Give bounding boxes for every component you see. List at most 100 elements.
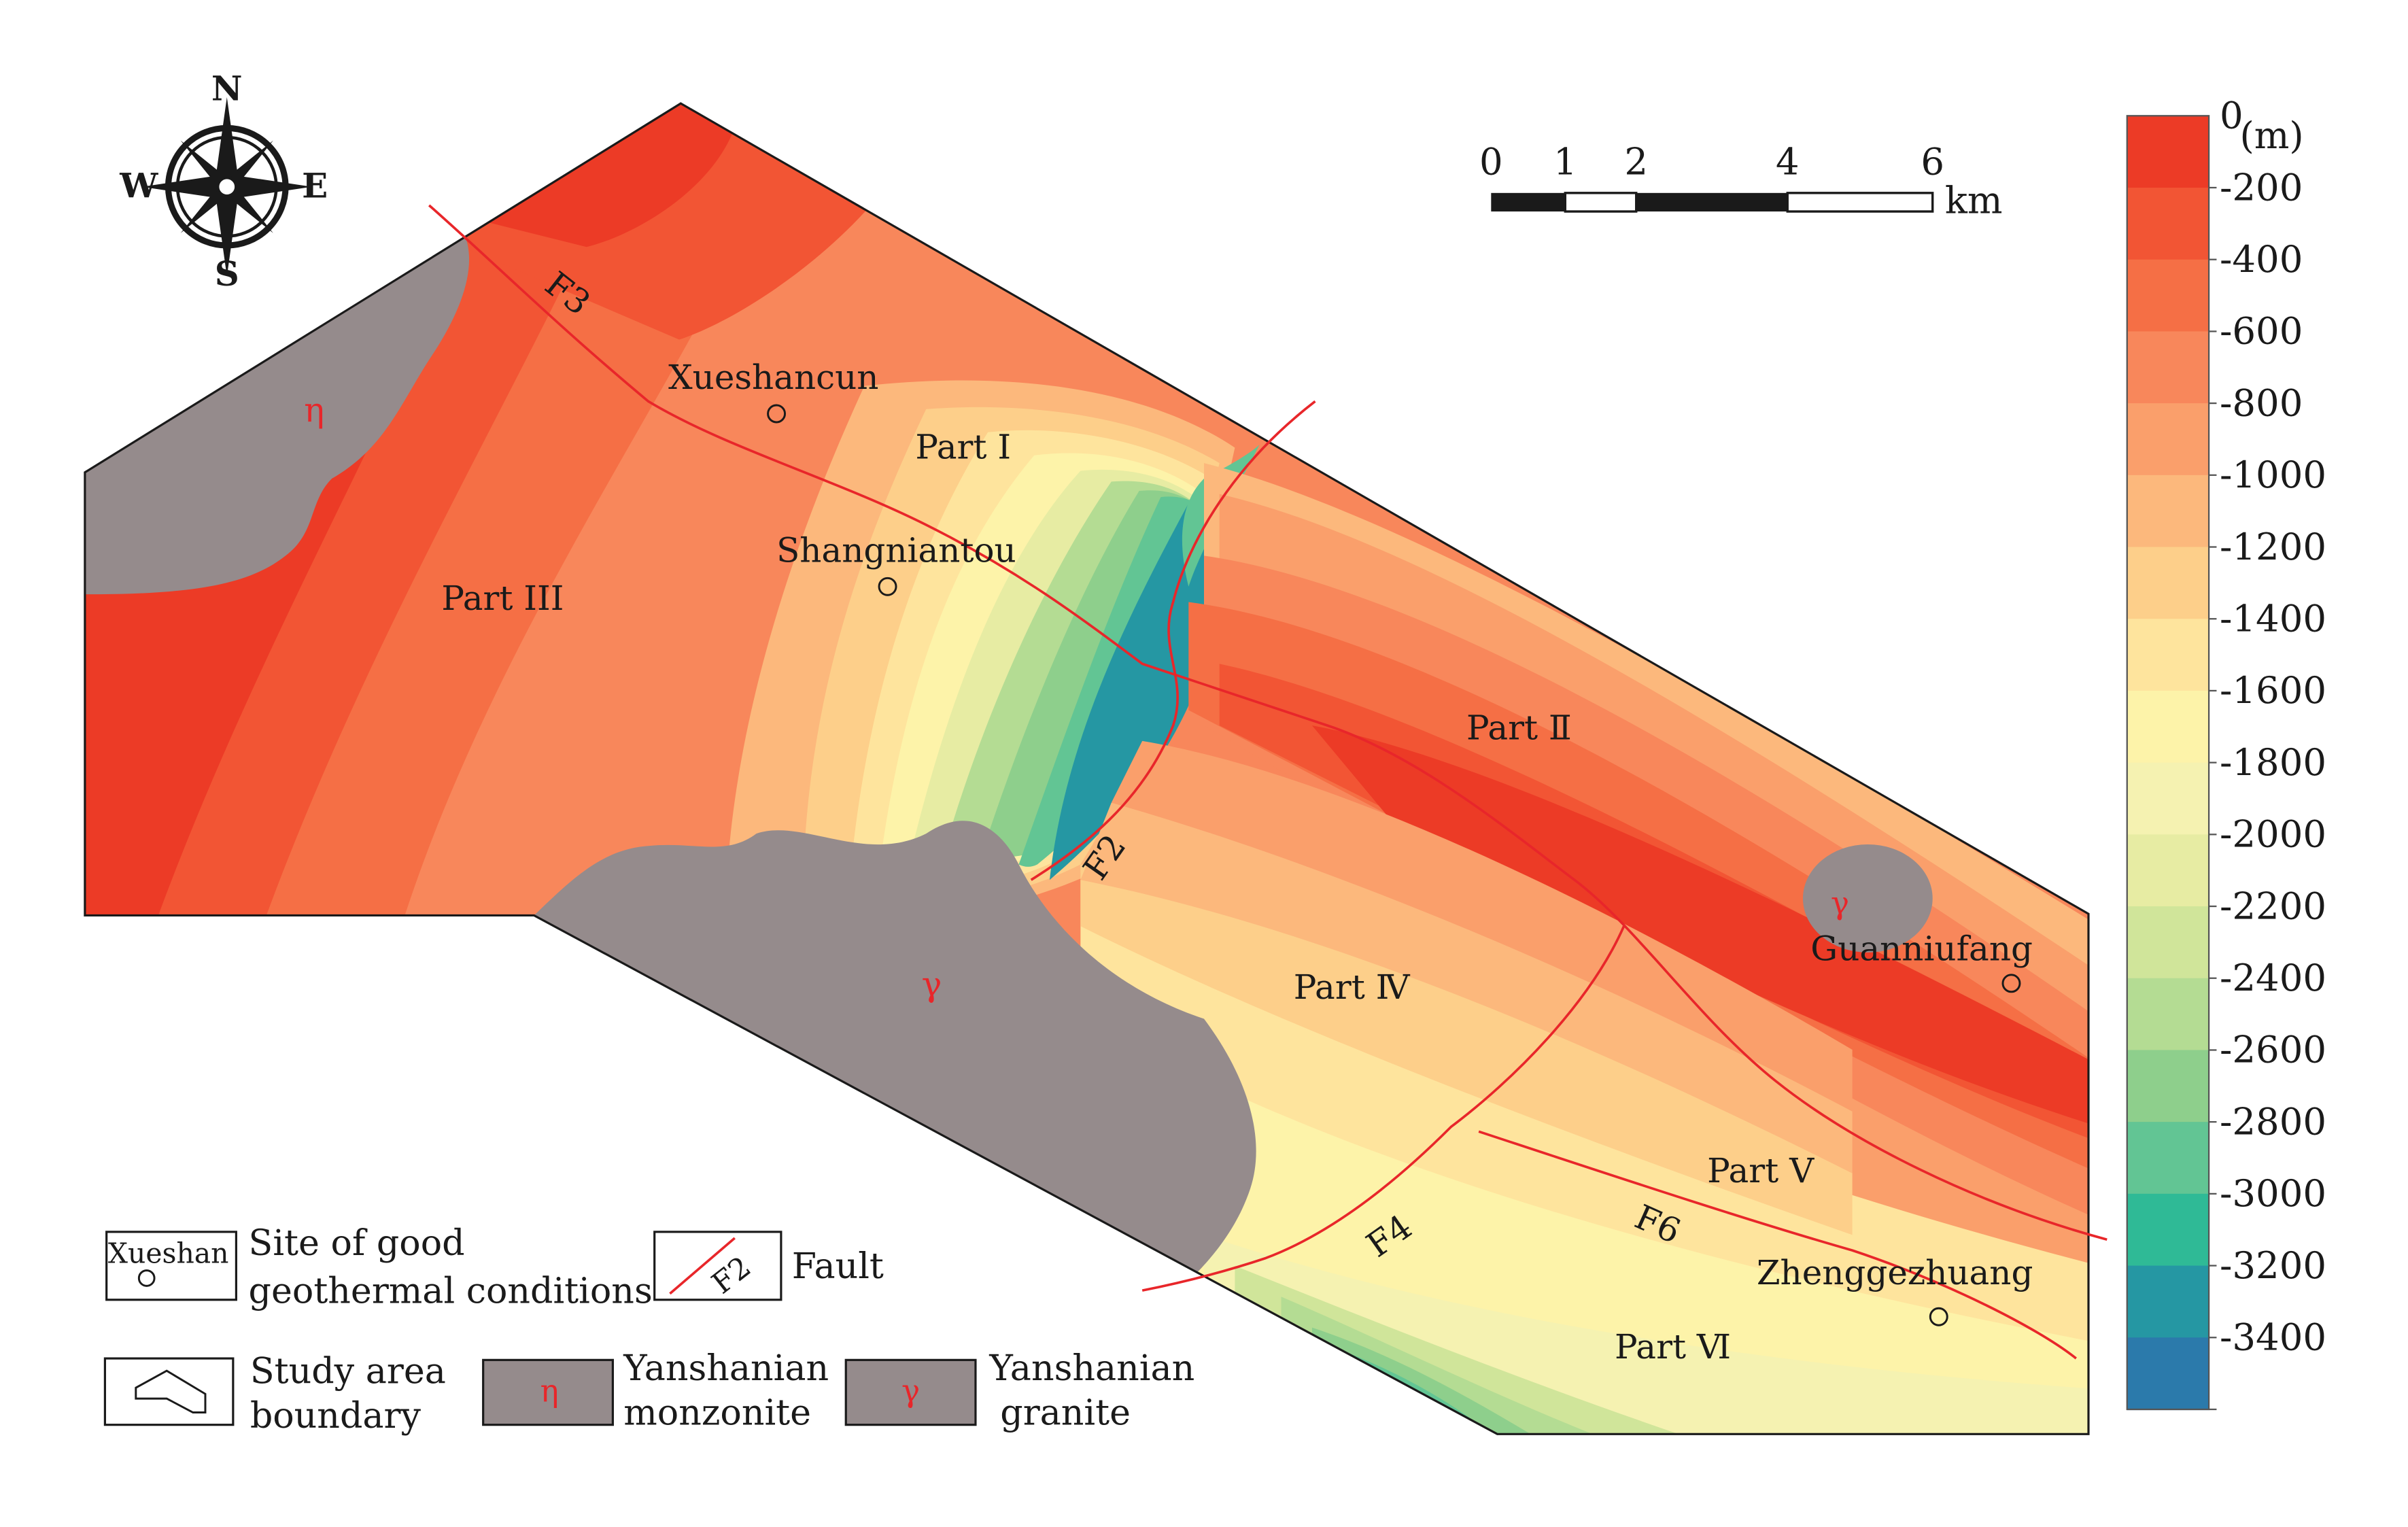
legend-fault: F2 Fault <box>653 1231 884 1301</box>
colorbar-swatch <box>2127 1265 2209 1339</box>
part-6-label: Part Ⅵ <box>1615 1327 1731 1367</box>
compass-s: S <box>215 254 239 294</box>
scale-tick-2: 2 <box>1624 140 1648 184</box>
colorbar-swatch <box>2127 1193 2209 1267</box>
scale-tick-4: 4 <box>1776 140 1800 184</box>
colorbar-swatch <box>2127 906 2209 979</box>
colorbar-label: -1200 <box>2220 525 2326 568</box>
zhenggezhuang-marker <box>1929 1307 1948 1326</box>
colorbar-label: -2400 <box>2220 956 2326 999</box>
legend-monzonite: η Yanshanian monzonite <box>482 1348 829 1434</box>
place-guanniufang: Guanniufang <box>1810 929 2033 968</box>
colorbar-swatch <box>2127 403 2209 476</box>
colorbar-label: -3200 <box>2220 1243 2326 1287</box>
part-2-label: Part Ⅱ <box>1466 708 1572 748</box>
compass-n: N <box>211 69 243 109</box>
fault-f6-line <box>1478 1130 2077 1360</box>
colorbar-label: -400 <box>2220 237 2303 281</box>
colorbar-swatch <box>2127 978 2209 1051</box>
colorbar-swatch <box>2127 762 2209 836</box>
part-4-label: Part Ⅳ <box>1294 967 1411 1007</box>
colorbar-swatch <box>2127 331 2209 405</box>
colorbar-swatch <box>2127 619 2209 692</box>
legend: Xueshan Site of good geothermal conditio… <box>103 1223 1194 1437</box>
legend-site: Xueshan Site of good geothermal conditio… <box>105 1223 653 1311</box>
legend-monzonite-line1: Yanshanian <box>623 1348 829 1389</box>
colorbar-label: -1400 <box>2220 597 2326 640</box>
colorbar-label: -3000 <box>2220 1171 2326 1215</box>
colorbar-swatch <box>2127 259 2209 332</box>
scale-tick-0: 0 <box>1479 140 1503 184</box>
shangniantou-marker <box>878 577 897 596</box>
colorbar-label: -2800 <box>2220 1099 2326 1143</box>
legend-fault-label: Fault <box>792 1246 884 1287</box>
part-1-label: Part Ⅰ <box>915 427 1011 466</box>
colorbar-label: -1800 <box>2220 740 2326 784</box>
legend-monzonite-line2: monzonite <box>623 1393 811 1434</box>
compass-w: W <box>119 166 158 206</box>
place-markers <box>767 404 2021 1326</box>
colorbar-swatch <box>2127 116 2209 189</box>
monzonite-symbol-on-map: η <box>304 390 324 430</box>
colorbar-swatch <box>2127 1337 2209 1411</box>
colorbar-unit: (m) <box>2240 114 2304 157</box>
fault-f2-line <box>1030 400 1316 881</box>
fault-f4-line <box>1141 925 1626 1292</box>
legend-boundary: Study area boundary <box>103 1351 446 1437</box>
legend-granite-symbol: γ <box>901 1373 920 1409</box>
fault-lines <box>428 204 2108 1360</box>
place-zhenggezhuang: Zhenggezhuang <box>1757 1253 2033 1292</box>
colorbar-swatch <box>2127 475 2209 548</box>
colorbar-label: 0 <box>2220 94 2243 137</box>
legend-granite: γ Yanshanian granite <box>844 1348 1194 1434</box>
study-area-boundary <box>84 102 2090 1435</box>
granite-body-east <box>1802 844 1933 953</box>
colorbar-label: -2000 <box>2220 812 2326 856</box>
legend-boundary-shape-icon <box>135 1369 207 1413</box>
colorbar-swatch <box>2127 187 2209 260</box>
legend-site-line1: Site of good <box>249 1223 465 1264</box>
legend-monzonite-symbol: η <box>540 1373 559 1409</box>
legend-site-line2: geothermal conditions <box>249 1271 653 1311</box>
colorbar-swatch <box>2127 1122 2209 1195</box>
place-shangniantou: Shangniantou <box>776 530 1016 570</box>
colorbar-swatch <box>2127 1050 2209 1123</box>
colorbar-label: -3400 <box>2220 1316 2326 1359</box>
colorbar-label: -600 <box>2220 309 2303 353</box>
colorbar-label: -2600 <box>2220 1028 2326 1071</box>
scale-bar: 0 1 2 4 6 km <box>1479 140 2003 222</box>
colorbar-label: -2200 <box>2220 884 2326 927</box>
guanniufang-marker <box>2001 974 2021 993</box>
legend-boundary-line2: boundary <box>250 1396 422 1437</box>
fault-f3-line <box>428 204 2108 1241</box>
compass-e: E <box>302 166 328 206</box>
colorbar-swatch <box>2127 690 2209 764</box>
scale-unit: km <box>1945 178 2003 222</box>
colorbar-swatch <box>2127 834 2209 908</box>
legend-granite-line2: granite <box>1000 1393 1131 1434</box>
colorbar-label: -800 <box>2220 381 2303 424</box>
scale-tick-6: 6 <box>1921 140 1944 184</box>
legend-site-marker <box>137 1269 156 1287</box>
granite-symbol-east: γ <box>1831 885 1849 921</box>
monzonite-body <box>84 231 470 595</box>
granite-symbol-on-map: γ <box>921 964 942 1003</box>
legend-site-sample: Xueshan <box>108 1237 229 1269</box>
place-xueshancun: Xueshancun <box>668 358 878 397</box>
legend-granite-line1: Yanshanian <box>988 1348 1194 1389</box>
depth-color-bar: (m) 0 -200 -400 -600 -800 -1000 -1200 -1400 -160… <box>2126 94 2326 1411</box>
rock-bodies <box>84 231 1933 1282</box>
colorbar-label: -1000 <box>2220 453 2326 496</box>
colorbar-swatch <box>2127 547 2209 620</box>
legend-boundary-line1: Study area <box>250 1351 446 1392</box>
scale-tick-1: 1 <box>1553 140 1577 184</box>
xueshancun-marker <box>767 404 787 424</box>
granite-body-south <box>534 821 1256 1282</box>
colorbar-label: -1600 <box>2220 668 2326 712</box>
part-5-label: Part Ⅴ <box>1707 1151 1814 1190</box>
part-3-label: Part III <box>441 579 564 618</box>
compass-rose-icon: N S W E <box>119 69 328 294</box>
colorbar-label: -200 <box>2220 165 2303 209</box>
